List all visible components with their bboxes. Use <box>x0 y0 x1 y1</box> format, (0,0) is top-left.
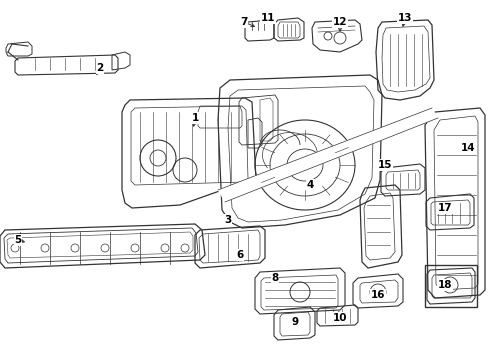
Text: 7: 7 <box>240 17 247 27</box>
Text: 3: 3 <box>224 215 231 225</box>
Text: 6: 6 <box>236 250 243 260</box>
Text: 4: 4 <box>305 180 313 190</box>
Text: 9: 9 <box>291 317 298 327</box>
Text: 12: 12 <box>332 17 346 27</box>
Text: 17: 17 <box>437 203 451 213</box>
Text: 5: 5 <box>14 235 21 245</box>
Text: 14: 14 <box>460 143 474 153</box>
Text: 15: 15 <box>377 160 391 170</box>
Text: 11: 11 <box>260 13 275 23</box>
Text: 18: 18 <box>437 280 451 290</box>
Text: 16: 16 <box>370 290 385 300</box>
Text: 2: 2 <box>96 63 103 73</box>
Text: 10: 10 <box>332 313 346 323</box>
Polygon shape <box>218 108 437 202</box>
Text: 1: 1 <box>191 113 198 123</box>
Bar <box>424 265 476 307</box>
Text: 8: 8 <box>271 273 278 283</box>
Text: 13: 13 <box>397 13 411 23</box>
